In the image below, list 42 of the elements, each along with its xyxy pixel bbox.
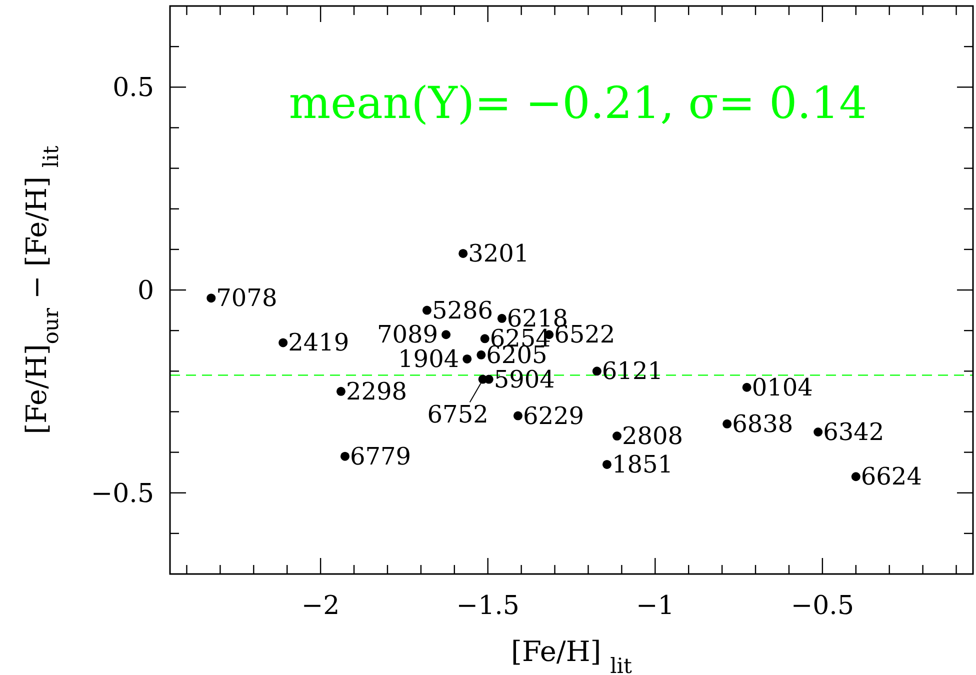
x-axis-title: [Fe/H] $_{lit}$ (511, 635, 633, 675)
point (278, 338, 288, 348)
annotation: 6342 (823, 418, 884, 446)
point (480, 334, 490, 344)
point (458, 248, 468, 258)
point (513, 411, 522, 420)
annotation: 6752 (427, 400, 488, 428)
annotation: 5904 (494, 365, 555, 394)
point (336, 386, 346, 396)
annotation: 2808 (622, 422, 684, 450)
point (442, 330, 451, 340)
point (340, 452, 350, 461)
point (462, 354, 472, 364)
x-tick-label: −0.5 (790, 591, 854, 621)
point (592, 366, 602, 376)
y-tick-label: −0.5 (90, 478, 154, 509)
annotation: 0104 (752, 373, 813, 402)
point (206, 294, 216, 303)
point (612, 432, 622, 441)
annotation: mean(Y)= −0.21, σ= 0.14 (288, 78, 868, 129)
point (602, 460, 612, 469)
point (476, 350, 486, 360)
annotation: 2298 (346, 377, 408, 406)
x-tick-label: −1.5 (456, 591, 520, 621)
annotation: 1851 (612, 450, 674, 478)
point (497, 314, 506, 323)
point (814, 428, 823, 436)
annotation: 6229 (522, 402, 584, 430)
y-tick-label: 0 (137, 276, 154, 306)
annotation: 7078 (216, 284, 278, 312)
annotation: 6838 (732, 410, 794, 438)
annotation: 2419 (288, 328, 350, 357)
annotation: 6779 (350, 442, 412, 470)
point (422, 306, 432, 315)
y-tick-label: 0.5 (112, 73, 154, 104)
annotation: 3201 (468, 239, 530, 268)
x-tick-label: −2 (301, 591, 340, 621)
x-tick-label: −1 (636, 591, 674, 621)
annotation: 6624 (860, 462, 922, 491)
point (851, 472, 860, 482)
point (742, 382, 752, 392)
point (722, 419, 732, 428)
